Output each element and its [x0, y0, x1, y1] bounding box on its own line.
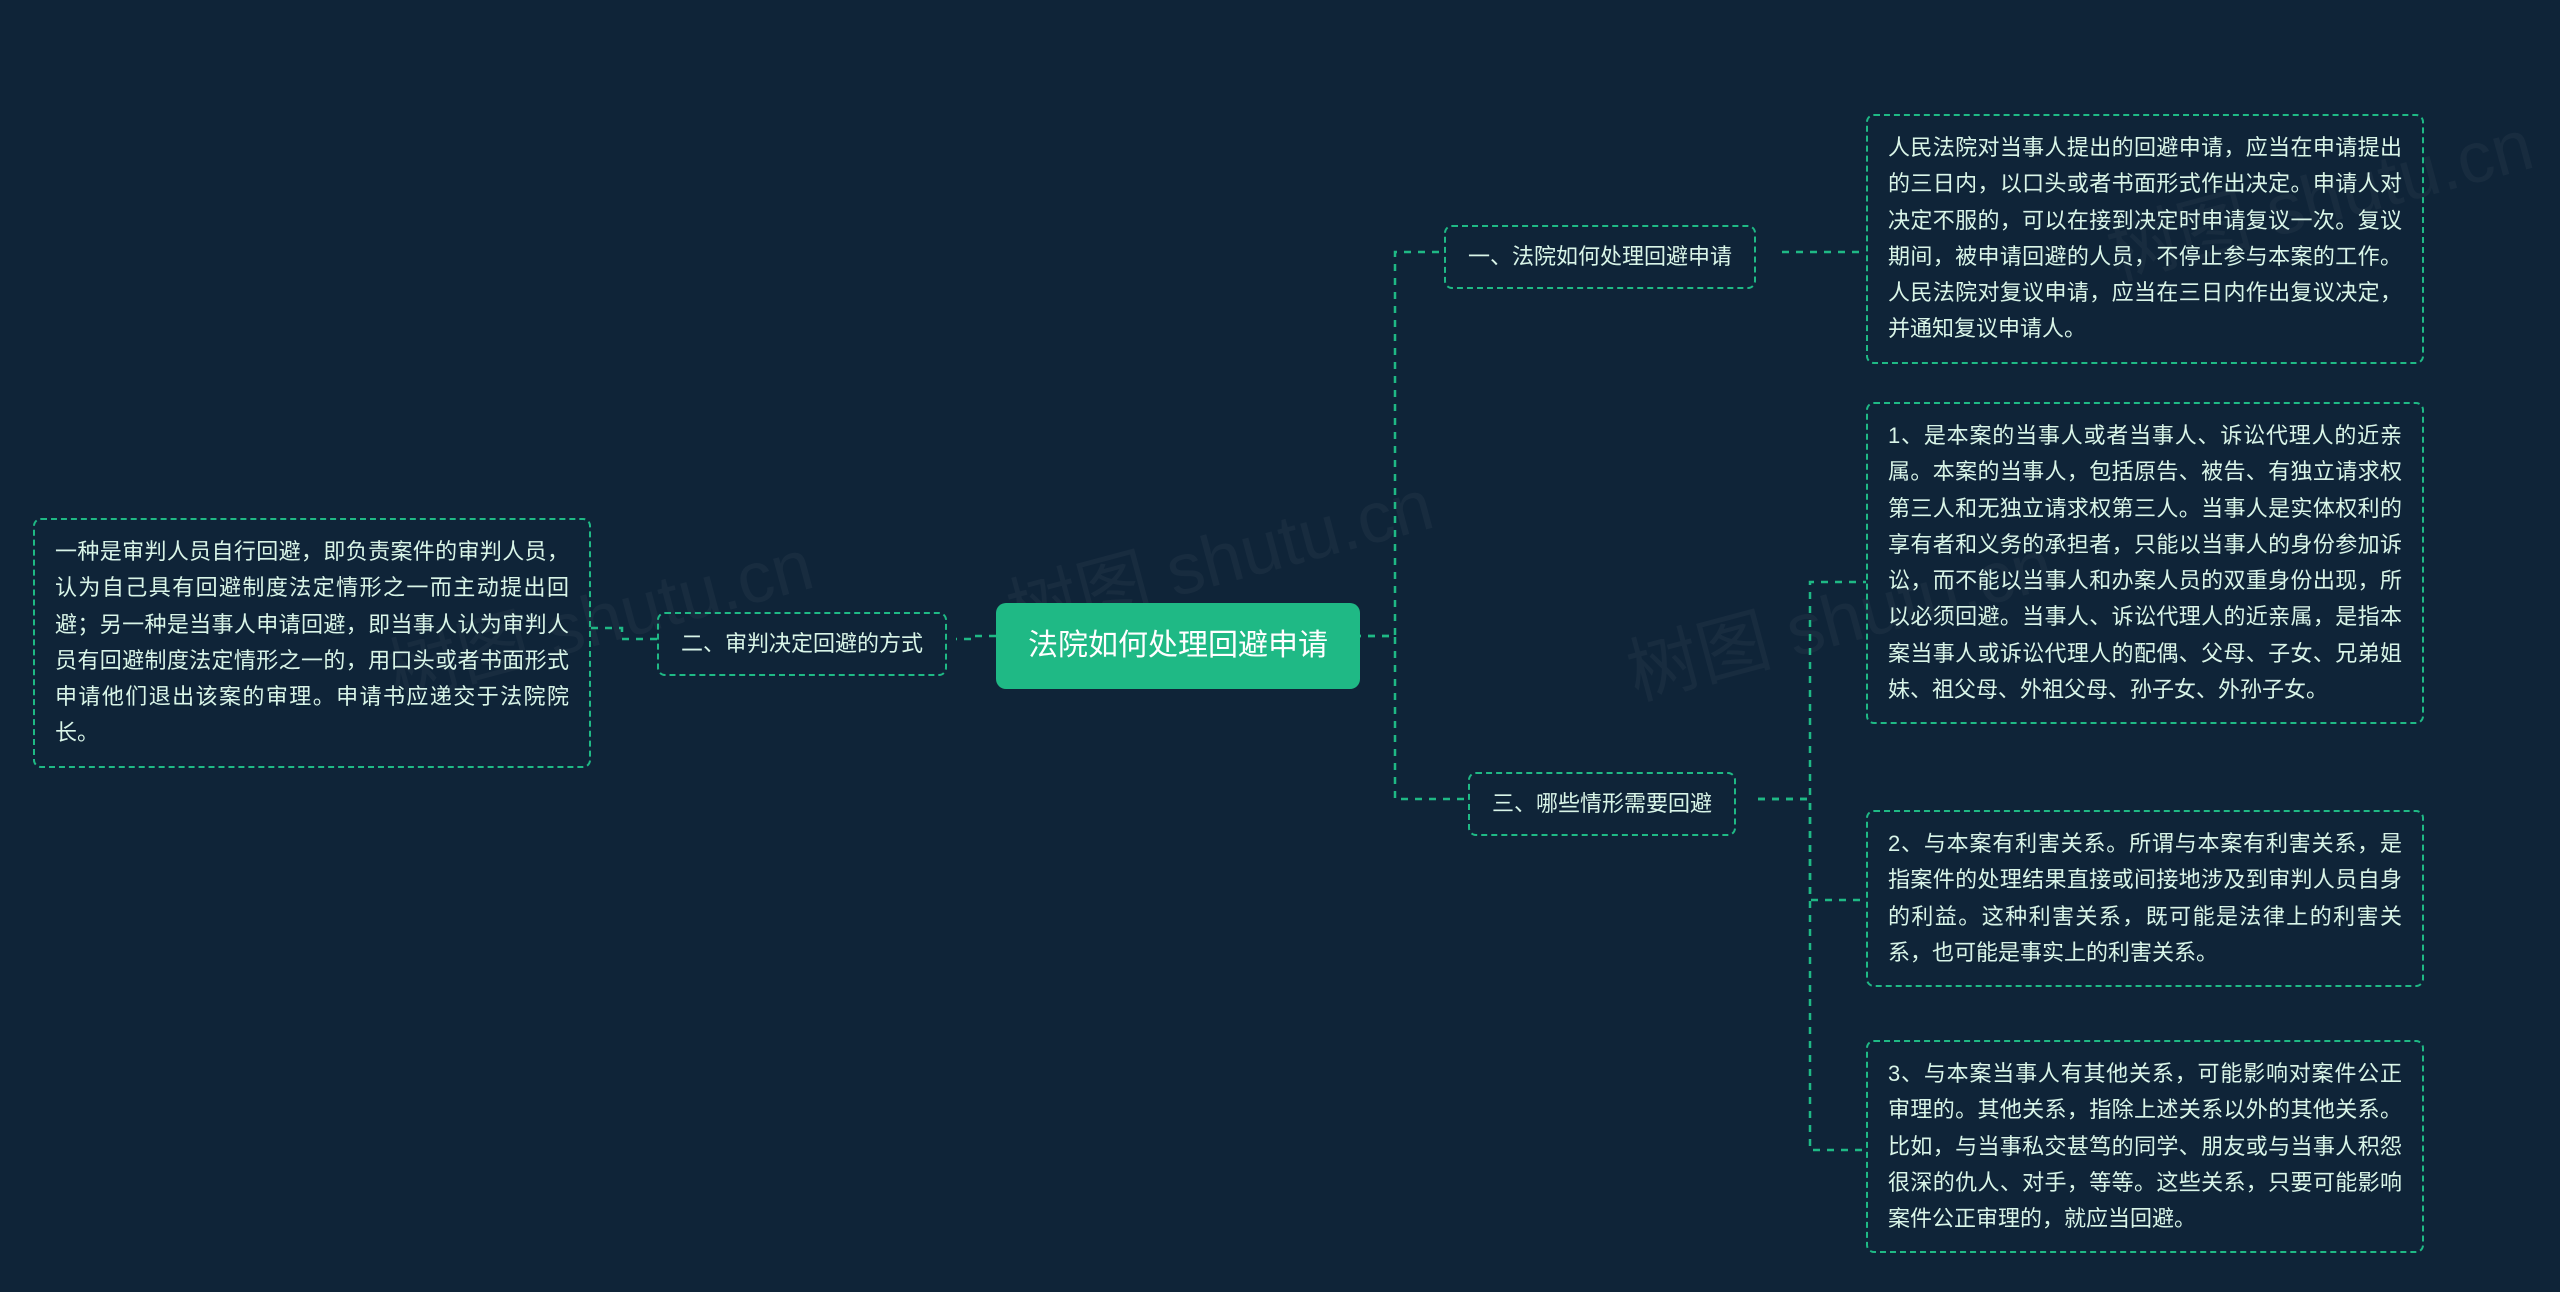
leaf-1[interactable]: 人民法院对当事人提出的回避申请，应当在申请提出的三日内，以口头或者书面形式作出决… [1866, 114, 2424, 364]
leaf-2[interactable]: 一种是审判人员自行回避，即负责案件的审判人员，认为自己具有回避制度法定情形之一而… [33, 518, 591, 768]
branch-3[interactable]: 三、哪些情形需要回避 [1468, 772, 1736, 836]
branch-2[interactable]: 二、审判决定回避的方式 [657, 612, 947, 676]
leaf-3a[interactable]: 1、是本案的当事人或者当事人、诉讼代理人的近亲属。本案的当事人，包括原告、被告、… [1866, 402, 2424, 724]
leaf-3c[interactable]: 3、与本案当事人有其他关系，可能影响对案件公正审理的。其他关系，指除上述关系以外… [1866, 1040, 2424, 1253]
branch-1[interactable]: 一、法院如何处理回避申请 [1444, 225, 1756, 289]
mindmap-root[interactable]: 法院如何处理回避申请 [996, 603, 1360, 689]
leaf-3b[interactable]: 2、与本案有利害关系。所谓与本案有利害关系，是指案件的处理结果直接或间接地涉及到… [1866, 810, 2424, 987]
